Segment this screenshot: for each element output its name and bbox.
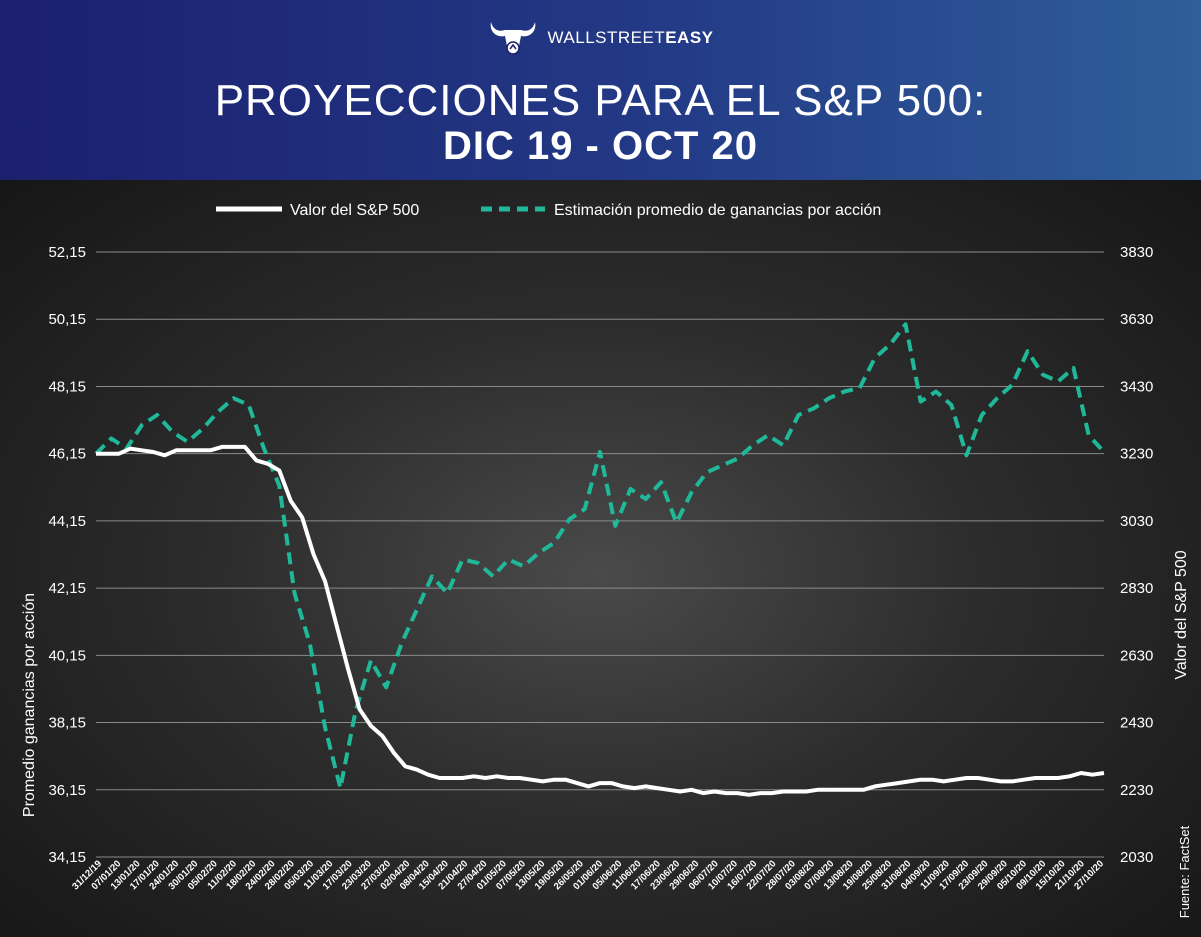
series-line-sp500	[96, 444, 1105, 797]
right-tick-label: 3030	[1120, 513, 1153, 530]
right-tick-label: 3630	[1120, 311, 1153, 328]
left-axis-ticks: 52,15 50,15 48,15 46,15 44,15 42,15 40,15 38,15…	[48, 244, 86, 866]
legend: Valor del S&P 500 Estimación promedio de…	[216, 202, 881, 219]
legend-label-sp500: Valor del S&P 500	[290, 202, 419, 219]
left-tick-label: 36,15	[48, 782, 86, 799]
series-line-eps	[94, 322, 1106, 791]
right-tick-label: 2430	[1120, 715, 1153, 732]
left-tick-label: 38,15	[48, 715, 86, 732]
title-line-1: PROYECCIONES PARA EL S&P 500:	[214, 76, 987, 125]
left-axis-title: Promedio ganancias por acción	[21, 593, 38, 817]
right-tick-label: 2630	[1120, 647, 1153, 664]
left-tick-label: 44,15	[48, 513, 86, 530]
chart-panel: Valor del S&P 500 Estimación promedio de…	[0, 180, 1201, 937]
left-tick-label: 40,15	[48, 647, 86, 664]
right-axis-title: Valor del S&P 500	[1173, 550, 1190, 679]
bull-logo-icon	[491, 22, 536, 55]
right-tick-label: 2830	[1120, 580, 1153, 597]
right-tick-label: 3230	[1120, 446, 1153, 463]
brand: WALLSTREETEASY	[0, 18, 1201, 63]
left-tick-label: 48,15	[48, 378, 86, 395]
right-tick-label: 2230	[1120, 782, 1153, 799]
x-axis-ticks: 31/12/1907/01/2013/01/2017/01/2024/01/20…	[70, 858, 1106, 892]
left-tick-label: 50,15	[48, 311, 86, 328]
legend-label-eps: Estimación promedio de ganancias por acc…	[554, 202, 881, 219]
left-tick-label: 34,15	[48, 849, 86, 866]
right-tick-label: 3830	[1120, 244, 1153, 261]
source-note: Fuente: FactSet	[1177, 825, 1192, 918]
line-chart: Valor del S&P 500 Estimación promedio de…	[21, 202, 1192, 918]
left-tick-label: 46,15	[48, 446, 86, 463]
right-tick-label: 3430	[1120, 378, 1153, 395]
brand-name: WALLSTREETEASY	[547, 28, 714, 47]
gridlines	[96, 251, 1104, 858]
title-line-2: DIC 19 - OCT 20	[442, 124, 759, 168]
header-banner: WALLSTREETEASY PROYECCIONES PARA EL S&P …	[0, 0, 1201, 180]
right-axis-ticks: 3830 3630 3430 3230 3030 2830 2630 2430 2230 2030	[1120, 244, 1153, 866]
right-tick-label: 2030	[1120, 849, 1153, 866]
left-tick-label: 52,15	[48, 244, 86, 261]
left-tick-label: 42,15	[48, 580, 86, 597]
